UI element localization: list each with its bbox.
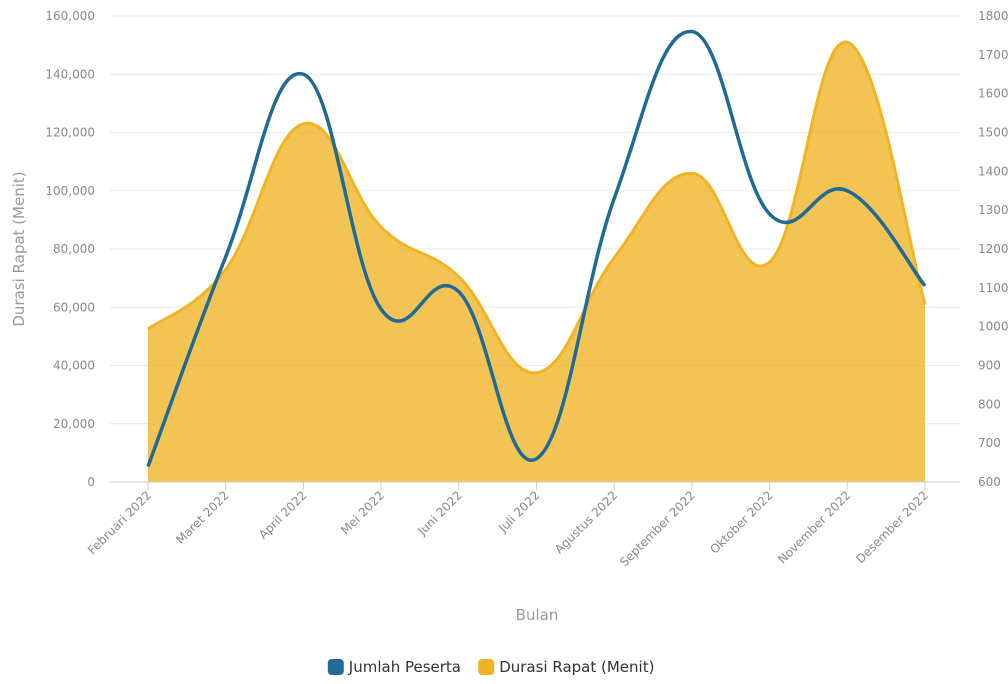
y-axis-title: Durasi Rapat (Menit) bbox=[10, 171, 28, 326]
legend-swatch[interactable] bbox=[478, 659, 495, 675]
area-line-durasi-rapat bbox=[147, 40, 927, 375]
y-tick-label: 80,000 bbox=[53, 242, 95, 256]
x-tick-label: November 2022 bbox=[775, 488, 853, 566]
y-tick-label: 0 bbox=[87, 475, 95, 489]
y2-tick-label: 1200 bbox=[978, 242, 1008, 256]
y2-tick-label: 900 bbox=[978, 359, 1001, 373]
y-axis-right: 600 700 800 900 1000 1100 1200 1300 1400 1500 1600… bbox=[978, 9, 1008, 489]
x-tick-label: Februari 2022 bbox=[85, 488, 154, 557]
x-axis: Februari 2022 Maret 2022 April 2022 Mei 202… bbox=[85, 481, 960, 569]
x-tick-label: Juni 2022 bbox=[414, 488, 465, 539]
area-fill-durasi-rapat bbox=[148, 41, 925, 482]
x-tick-label: Desember 2022 bbox=[853, 488, 931, 566]
x-tick-label: Maret 2022 bbox=[173, 488, 232, 547]
y-axis-left: 0 20,000 40,000 60,000 80,000 100,000 120,000 1… bbox=[45, 9, 95, 489]
legend-swatch[interactable] bbox=[327, 659, 344, 675]
line-series-layer bbox=[146, 29, 927, 468]
legend-label[interactable]: Jumlah Peserta bbox=[348, 658, 461, 676]
y2-tick-label: 1800 bbox=[978, 9, 1008, 23]
y2-tick-label: 1500 bbox=[978, 126, 1008, 140]
legend-label[interactable]: Durasi Rapat (Menit) bbox=[499, 658, 654, 676]
y2-tick-label: 1400 bbox=[978, 164, 1008, 178]
x-axis-title: Bulan bbox=[516, 606, 559, 624]
y2-tick-label: 600 bbox=[978, 475, 1001, 489]
line-jumlah-peserta bbox=[146, 29, 927, 468]
x-tick-label: Juli 2022 bbox=[495, 488, 542, 535]
x-tick-label: Mei 2022 bbox=[338, 488, 387, 537]
y-tick-label: 160,000 bbox=[45, 9, 95, 23]
area-series-layer bbox=[147, 40, 927, 482]
x-tick-label: September 2022 bbox=[617, 488, 698, 569]
y2-tick-label: 1000 bbox=[978, 320, 1008, 334]
y2-tick-label: 1700 bbox=[978, 48, 1008, 62]
y-tick-label: 100,000 bbox=[45, 184, 95, 198]
y2-tick-label: 1600 bbox=[978, 87, 1008, 101]
y-tick-label: 120,000 bbox=[45, 126, 95, 140]
legend: Jumlah Peserta Durasi Rapat (Menit) bbox=[327, 658, 654, 676]
y2-tick-label: 700 bbox=[978, 436, 1001, 450]
x-tick-label: Oktober 2022 bbox=[707, 488, 775, 556]
y-tick-label: 60,000 bbox=[53, 300, 95, 314]
y2-tick-label: 1100 bbox=[978, 281, 1008, 295]
y2-tick-label: 1300 bbox=[978, 203, 1008, 217]
x-tick-label: Agustus 2022 bbox=[552, 488, 620, 556]
y-tick-label: 20,000 bbox=[53, 417, 95, 431]
y-tick-label: 140,000 bbox=[45, 67, 95, 81]
x-tick-label: April 2022 bbox=[256, 488, 310, 542]
y2-tick-label: 800 bbox=[978, 397, 1001, 411]
y-tick-label: 40,000 bbox=[53, 359, 95, 373]
